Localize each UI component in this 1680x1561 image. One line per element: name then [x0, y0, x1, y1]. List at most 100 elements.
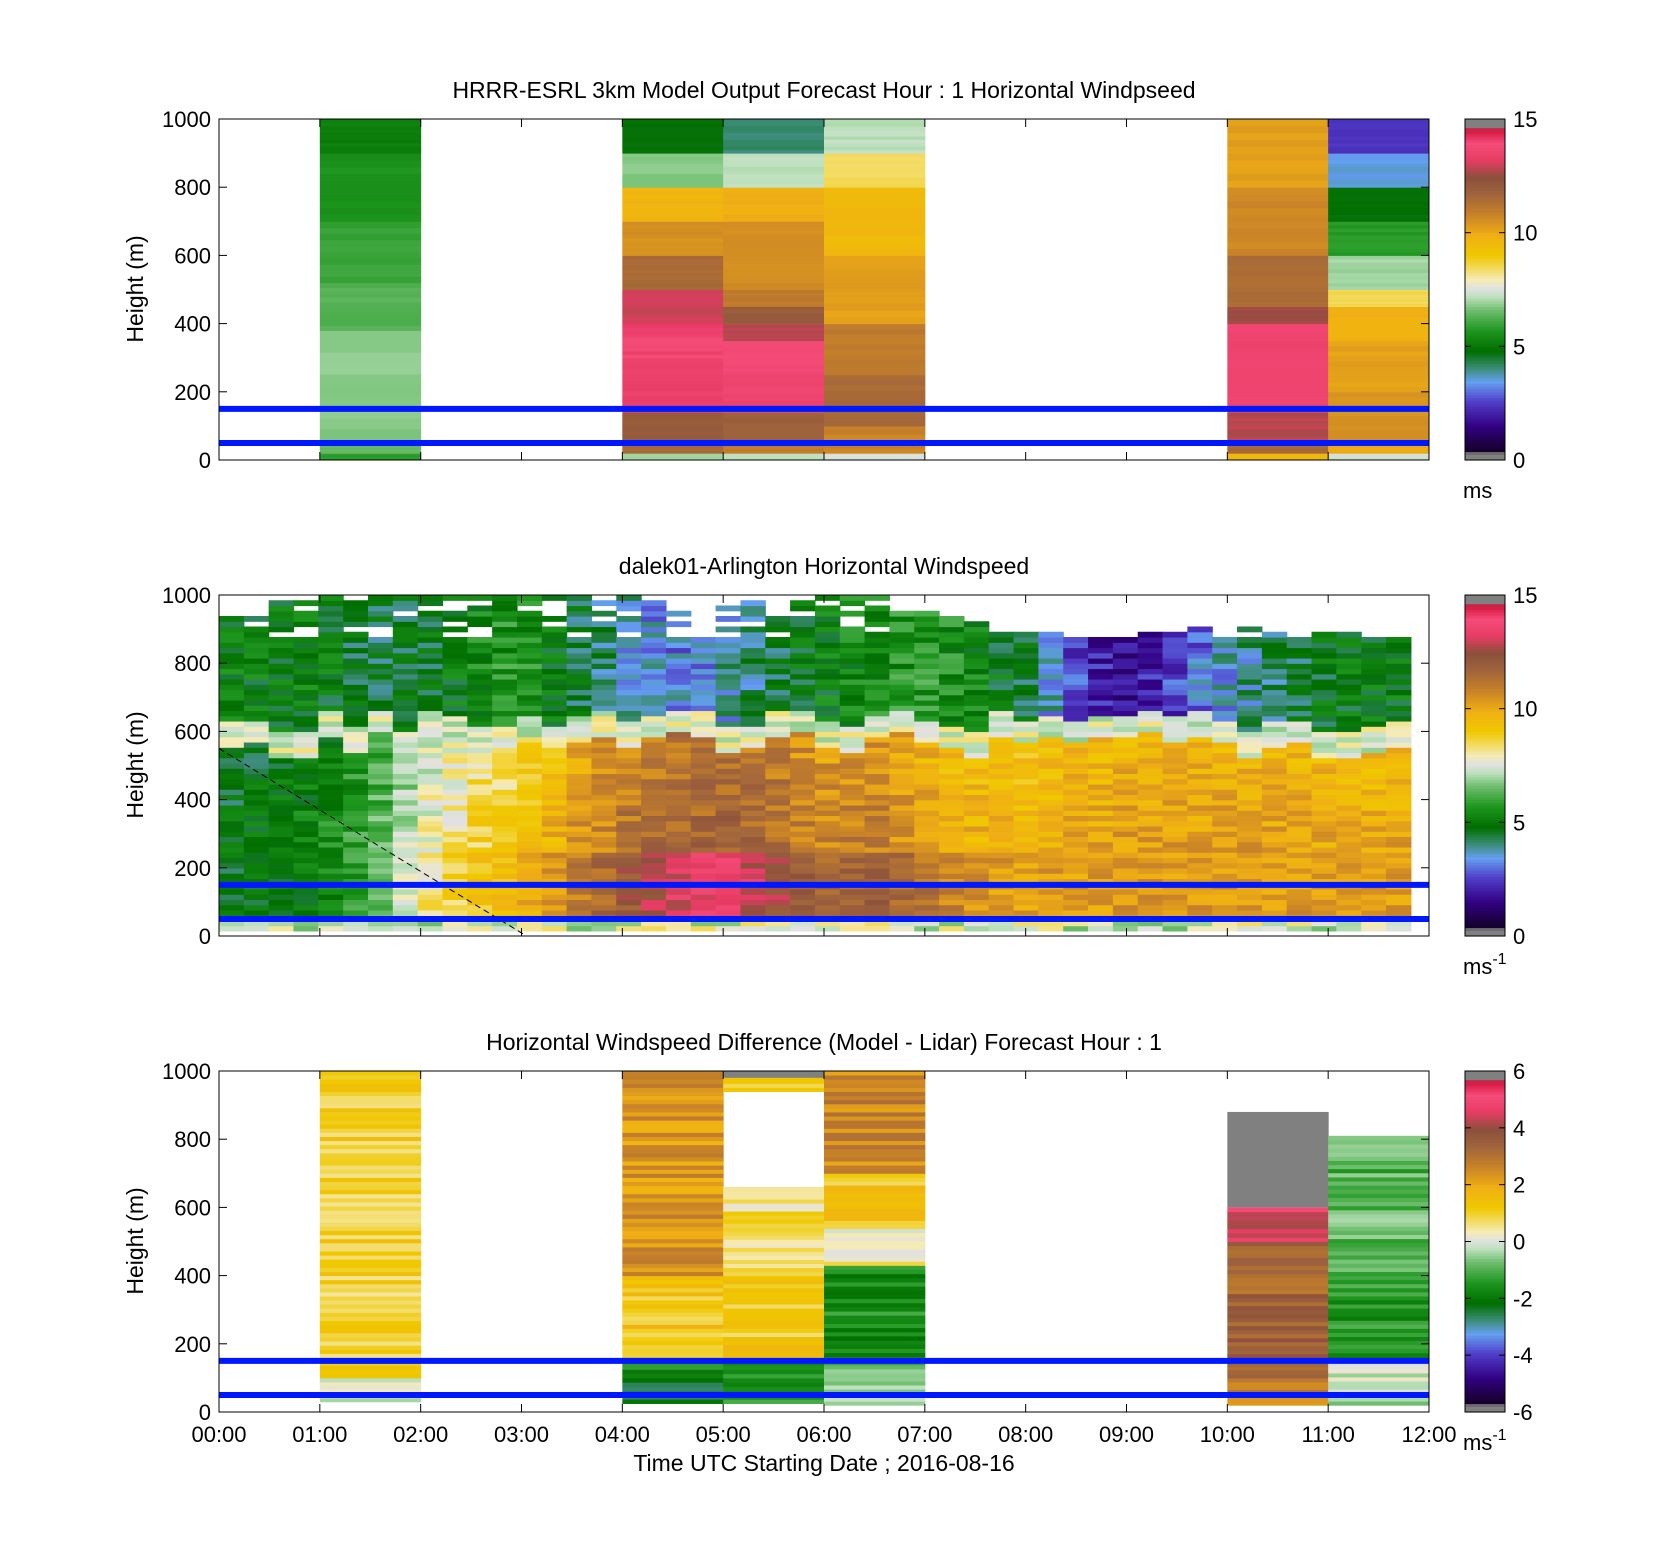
lidar-cell [219, 642, 245, 649]
lidar-cell [392, 925, 419, 932]
lidar-cell [790, 799, 816, 806]
lidar-cell [541, 778, 568, 785]
difference-cell [622, 1259, 724, 1264]
lidar-cell [591, 762, 617, 769]
lidar-cell [1063, 894, 1089, 900]
lidar-cell [367, 857, 394, 864]
y-tick-label: 400 [174, 312, 211, 337]
lidar-cell [715, 720, 742, 727]
lidar-cell [566, 710, 593, 717]
colorbar-segment [1465, 1338, 1505, 1342]
lidar-cell [516, 694, 543, 701]
difference-cell [622, 1091, 724, 1097]
lidar-cell [392, 820, 419, 827]
lidar-cell [268, 815, 295, 822]
lidar-cell [1212, 925, 1238, 932]
lidar-cell [740, 741, 766, 748]
lidar-cell [864, 794, 891, 801]
lidar-cell [790, 752, 816, 759]
lidar-cell [1038, 804, 1064, 811]
lidar-cell [914, 615, 940, 622]
lidar-cell [1137, 684, 1164, 691]
colorbar-segment [1465, 643, 1505, 647]
difference-cell [622, 1161, 724, 1166]
difference-cell [622, 1071, 724, 1076]
difference-cell [1328, 1250, 1429, 1256]
colorbar-segment [1465, 1076, 1505, 1081]
model-cell [824, 170, 926, 175]
lidar-cell [1336, 873, 1362, 880]
lidar-cell [1187, 925, 1213, 932]
difference-cell [723, 1186, 825, 1192]
lidar-cell [1237, 888, 1263, 895]
lidar-cell [293, 741, 319, 748]
model-cell [319, 200, 422, 209]
lidar-cell [1336, 699, 1362, 706]
lidar-cell [1187, 768, 1213, 775]
lidar-cell [442, 694, 468, 701]
lidar-cell [293, 642, 319, 649]
lidar-cell [1311, 689, 1337, 696]
difference-cell [824, 1368, 926, 1374]
lidar-cell [690, 920, 717, 927]
lidar-cell [1112, 773, 1139, 780]
colorbar-segment [1465, 1190, 1505, 1194]
lidar-cell [814, 768, 841, 775]
lidar-cell [219, 909, 245, 916]
lidar-cell [467, 720, 493, 727]
lidar-cell [715, 768, 742, 775]
colorbar-segment [1465, 388, 1505, 393]
lidar-cell [1187, 773, 1213, 780]
lidar-cell [889, 909, 915, 916]
lidar-cell [740, 615, 766, 622]
colorbar-segment [1465, 366, 1505, 370]
model-cell [723, 330, 825, 333]
lidar-cell [442, 836, 468, 843]
lidar-cell [963, 757, 990, 764]
lidar-cell [988, 663, 1015, 670]
model-cell [1328, 149, 1429, 154]
difference-cell [319, 1165, 422, 1170]
lidar-cell [1038, 678, 1064, 685]
model-cell [824, 420, 926, 427]
difference-cell [723, 1235, 825, 1240]
model-cell [723, 337, 825, 340]
difference-cell [622, 1295, 724, 1301]
colorbar-segment [1465, 340, 1505, 345]
lidar-cell [963, 899, 990, 906]
difference-cell [319, 1075, 422, 1080]
lidar-cell [839, 773, 866, 780]
lidar-cell [1112, 652, 1139, 659]
lidar-cell [1137, 820, 1164, 827]
lidar-cell [963, 762, 990, 769]
lidar-cell [1386, 925, 1412, 932]
lidar-cell [864, 857, 891, 864]
lidar-cell [1038, 773, 1064, 780]
lidar-cell [516, 626, 543, 633]
lidar-cell [939, 684, 965, 691]
x-tick-label: 06:00 [796, 1422, 851, 1447]
lidar-cell [467, 794, 493, 801]
difference-cell [1227, 1401, 1329, 1406]
model-cell [622, 204, 724, 209]
lidar-cell [715, 710, 742, 717]
lidar-cell [988, 820, 1015, 827]
lidar-cell [1212, 820, 1238, 827]
lidar-cell [566, 862, 593, 869]
lidar-cell [1038, 694, 1064, 701]
lidar-cell [740, 694, 766, 701]
lidar-cell [1112, 768, 1139, 775]
lidar-cell [765, 920, 791, 927]
model-cell [319, 453, 422, 456]
lidar-cell [641, 731, 667, 738]
lidar-cell [641, 873, 667, 880]
lidar-cell [616, 600, 642, 607]
lidar-cell [1286, 768, 1313, 775]
lidar-cell [1311, 631, 1337, 638]
lidar-cell [963, 815, 990, 822]
lidar-cell [367, 720, 394, 727]
lidar-cell [541, 909, 568, 916]
lidar-cell [1038, 794, 1064, 801]
lidar-cell [790, 852, 816, 859]
difference-cell [1328, 1218, 1429, 1223]
